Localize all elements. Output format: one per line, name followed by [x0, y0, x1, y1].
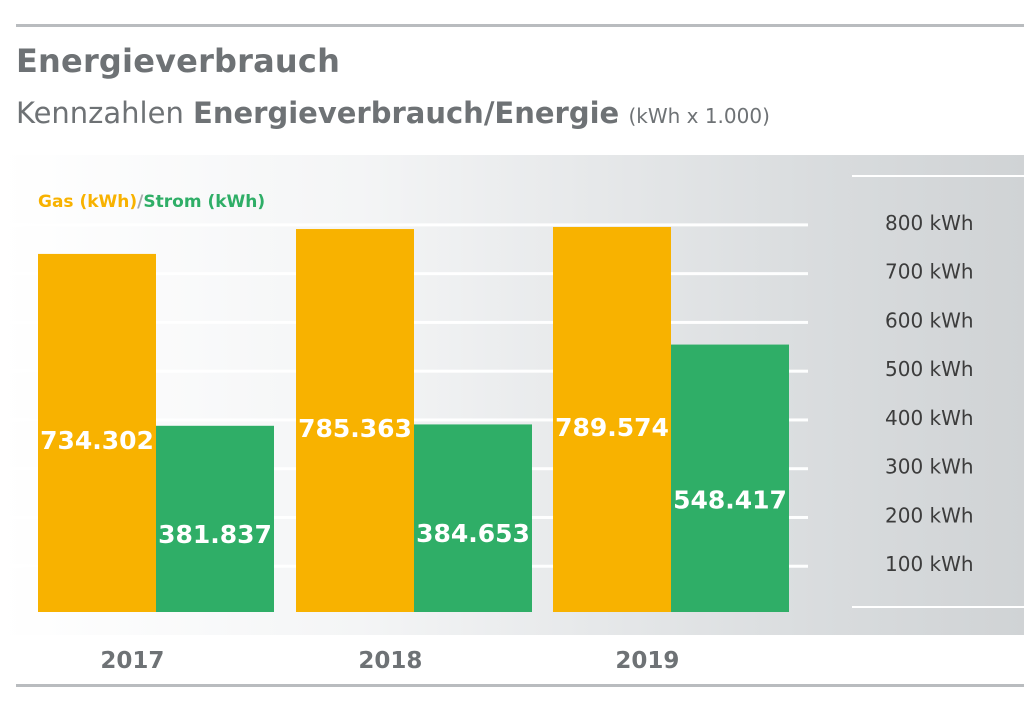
- y-tick-label-4: 400 kWh: [885, 406, 974, 430]
- gas-bar-2018: [296, 229, 414, 612]
- y-tick-label-6: 200 kWh: [885, 503, 974, 527]
- category-label-2018: 2018: [358, 648, 422, 674]
- page-title: Energieverbrauch: [16, 42, 341, 80]
- y-tick-label-5: 300 kWh: [885, 455, 974, 479]
- legend-separator: /: [137, 192, 144, 212]
- top-rule: [16, 24, 1024, 27]
- subtitle-separator: /: [483, 96, 495, 130]
- y-tick-label-1: 700 kWh: [885, 260, 974, 284]
- strom-value-label-2018: 384.653: [416, 519, 530, 548]
- strom-value-label-2019: 548.417: [673, 486, 787, 515]
- y-tick-label-2: 600 kWh: [885, 308, 974, 332]
- gas-bar-2019: [553, 226, 671, 612]
- gas-value-label-2019: 789.574: [555, 413, 669, 442]
- chart-legend: Gas (kWh)/Strom (kWh): [38, 192, 265, 212]
- subtitle-unit: (kWh x 1.000): [628, 104, 770, 128]
- legend-gas: Gas (kWh): [38, 192, 138, 212]
- y-tick-label-3: 500 kWh: [885, 357, 974, 381]
- chart-subtitle: Kennzahlen Energieverbrauch/Energie (kWh…: [16, 96, 770, 130]
- y-tick-label-0: 800 kWh: [885, 211, 974, 235]
- gas-value-label-2018: 785.363: [298, 414, 412, 443]
- axis-panel-top-line: [852, 175, 1024, 177]
- subtitle-bold: Energieverbrauch: [193, 96, 484, 130]
- gas-value-label-2017: 734.302: [40, 426, 154, 455]
- strom-bar-2019: [671, 344, 789, 612]
- axis-panel-bottom-line: [852, 606, 1024, 608]
- bottom-rule: [16, 684, 1024, 687]
- y-tick-label-7: 100 kWh: [885, 552, 974, 576]
- gas-bar-2017: [38, 253, 156, 613]
- strom-value-label-2017: 381.837: [158, 520, 272, 549]
- strom-bar-2017: [156, 425, 274, 612]
- subtitle-prefix: Kennzahlen: [16, 96, 194, 130]
- gridline-0: [0, 223, 808, 227]
- legend-strom: Strom (kWh): [143, 192, 266, 212]
- category-label-2017: 2017: [100, 648, 164, 674]
- strom-bar-2018: [414, 424, 532, 612]
- category-label-2019: 2019: [615, 648, 679, 674]
- subtitle-bold2: Energie: [494, 96, 620, 130]
